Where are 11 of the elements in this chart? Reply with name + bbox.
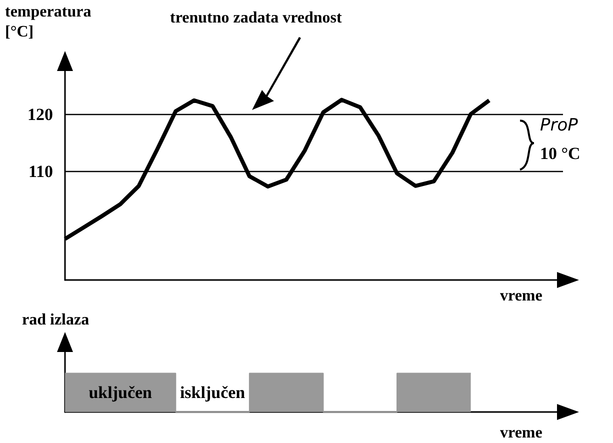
y-axis-title: rad izlaza (22, 312, 90, 328)
y-axis-title: temperatura [°C] (5, 4, 92, 40)
y-tick-label: 110 (28, 162, 53, 182)
text: trenutno zadata vrednost (170, 10, 343, 26)
annotation: isključen (180, 383, 246, 402)
annotation: ProP (540, 116, 579, 136)
annotation: 10 °C (540, 144, 580, 164)
x-axis-title: vreme (500, 424, 542, 442)
x-axis-title: vreme (500, 288, 542, 304)
annotation: uključen (88, 383, 153, 402)
y-tick-label: 120 (28, 105, 53, 124)
